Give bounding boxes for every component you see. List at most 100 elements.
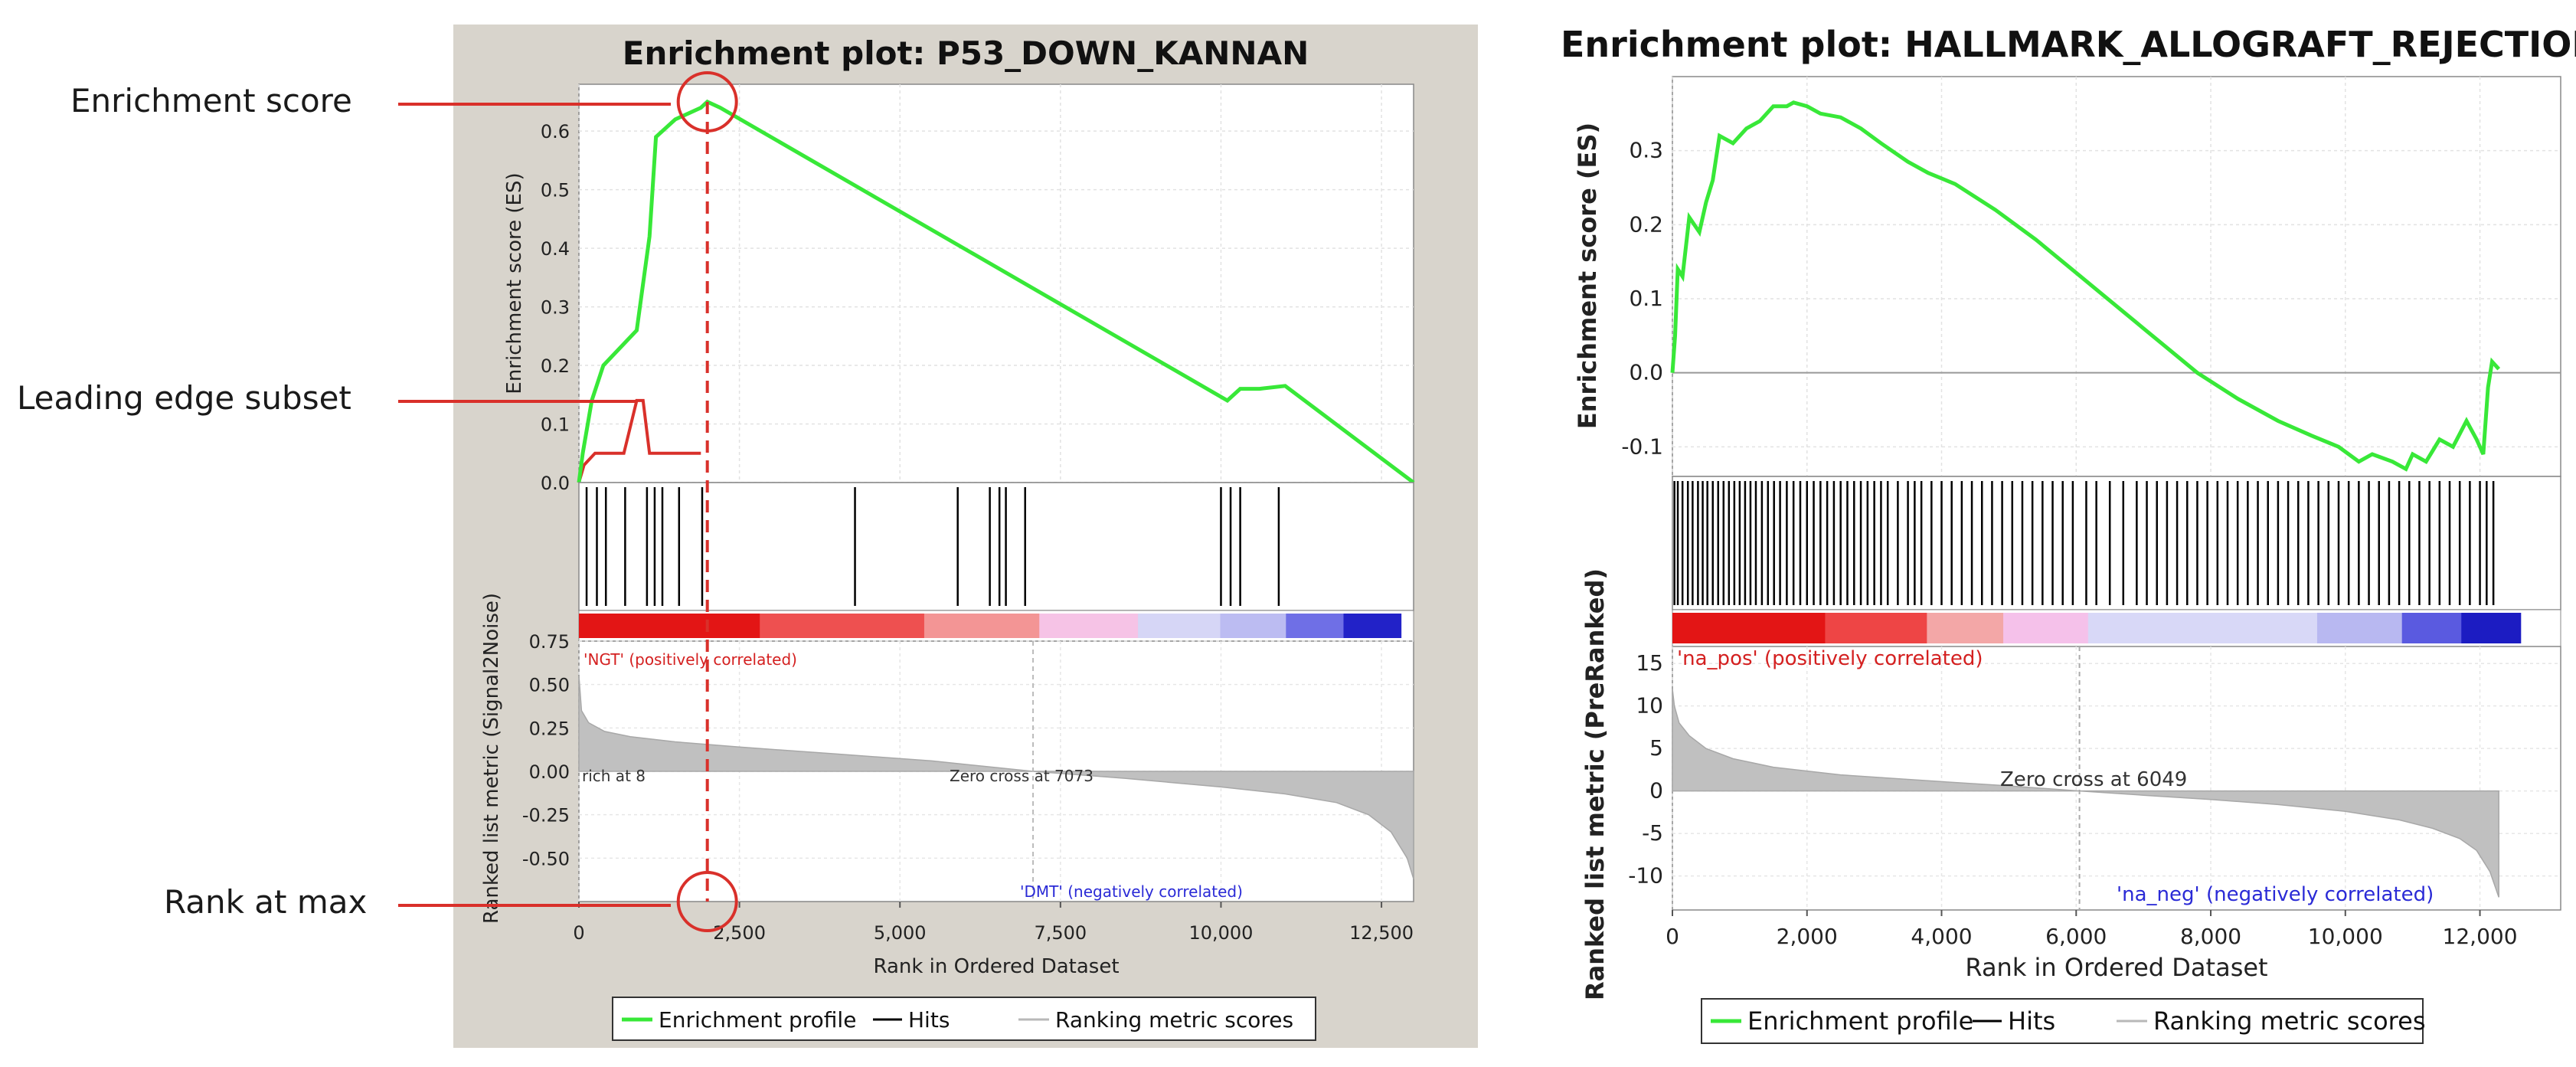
left-ranking-heatmap (578, 610, 1414, 642)
right-hits-area (1672, 476, 2561, 610)
left-positive-label: 'NGT' (positively correlated) (584, 650, 797, 669)
x-tick-label: 12,000 (2443, 924, 2518, 949)
right-legend-profile: Enrichment profile (1747, 1006, 1973, 1036)
heatmap-segment (1825, 613, 1927, 643)
metric-y-tick-label: -0.50 (522, 848, 570, 869)
x-tick-label: 5,000 (874, 922, 927, 944)
left-rank-note: rich at 8 (582, 767, 646, 785)
left-enrichment-profile-line (577, 99, 1415, 484)
heatmap-segment (1672, 613, 1826, 643)
left-x-axis-label: Rank in Ordered Dataset (873, 955, 1119, 978)
left-zero-cross-label: Zero cross at 7073 (950, 767, 1093, 785)
right-x-axis-label: Rank in Ordered Dataset (1965, 953, 2267, 982)
x-tick-label: 4,000 (1911, 924, 1972, 949)
metric-y-tick-label: 5 (1649, 735, 1663, 761)
es-y-tick-label: 0.3 (1629, 138, 1663, 163)
metric-y-tick-label: 0 (1649, 778, 1663, 804)
heatmap-segment (1138, 614, 1221, 638)
left-legend-hits: Hits (908, 1007, 950, 1033)
metric-y-tick-label: -0.25 (522, 805, 570, 826)
right-es-y-ticks: 0.3 0.2 0.1 0.0 -0.1 (1621, 138, 1663, 460)
heatmap-segment (1286, 614, 1344, 638)
left-hit-lines (585, 487, 1280, 606)
metric-y-tick-label: 0.25 (529, 718, 570, 739)
heatmap-segment (579, 614, 760, 638)
heatmap-segment (1343, 614, 1402, 638)
right-enrichment-profile-line (1670, 100, 2501, 472)
right-es-grid (1672, 77, 2561, 476)
right-ranking-metric-area (1672, 689, 2499, 898)
heatmap-segment (2316, 613, 2403, 643)
left-legend-profile: Enrichment profile (659, 1007, 856, 1033)
right-enrichment-panel: Enrichment plot: HALLMARK_ALLOGRAFT_REJE… (1545, 12, 2576, 1056)
annotation-enrichment-score: Enrichment score (70, 82, 352, 119)
heatmap-segment (2087, 613, 2318, 643)
es-y-tick-label: 0.2 (1629, 211, 1663, 237)
es-y-tick-label: 0.0 (1629, 360, 1663, 385)
es-y-tick-label: 0.1 (1629, 286, 1663, 311)
annotations: Enrichment score Leading edge subset Ran… (17, 70, 738, 932)
left-metric-y-ticks: 0.75 0.50 0.25 0.00 -0.25 -0.50 (522, 631, 570, 869)
es-y-tick-label: -0.1 (1621, 434, 1663, 459)
es-y-tick-label: 0.3 (541, 297, 570, 319)
x-tick-label: 8,000 (2180, 924, 2241, 949)
heatmap-segment (2461, 613, 2522, 643)
metric-y-tick-label: 0.75 (529, 631, 570, 653)
left-enrichment-panel: Enrichment plot: P53_DOWN_KANNAN 0.0 0.1 0… (453, 25, 1478, 1048)
metric-y-tick-label: 15 (1636, 650, 1663, 676)
left-leading-edge-line (577, 398, 701, 483)
right-es-y-axis-label: Enrichment score (ES) (1573, 123, 1602, 429)
annotation-rank-circle (676, 871, 738, 932)
x-tick-label: 7,500 (1034, 922, 1087, 944)
heatmap-segment (924, 614, 1040, 638)
left-legend-metric: Ranking metric scores (1055, 1007, 1293, 1033)
metric-y-tick-label: 0.00 (529, 761, 570, 783)
right-metric-y-axis-label: Ranked list metric (PreRanked) (1581, 568, 1610, 1000)
left-es-plot-area (578, 83, 1414, 483)
left-hits-area (578, 482, 1414, 611)
right-legend-hits: Hits (2008, 1006, 2055, 1036)
right-legend-metric: Ranking metric scores (2153, 1006, 2425, 1036)
es-y-tick-label: 0.1 (541, 414, 570, 436)
right-hit-lines (1673, 481, 2495, 605)
right-x-ticks: 0 2,000 4,000 6,000 8,000 10,000 12,000 (1666, 910, 2518, 949)
right-zero-cross-label: Zero cross at 6049 (2000, 768, 2187, 791)
metric-y-tick-label: -10 (1628, 863, 1663, 889)
left-es-y-ticks: 0.0 0.1 0.2 0.3 0.4 0.5 0.6 (541, 121, 570, 494)
heatmap-segment (1039, 614, 1139, 638)
left-negative-label: 'DMT' (negatively correlated) (1020, 882, 1243, 901)
left-metric-y-axis-label: Ranked list metric (Signal2Noise) (480, 593, 503, 924)
right-negative-label: 'na_neg' (negatively correlated) (2117, 883, 2434, 906)
left-legend: Enrichment profile Hits Ranking metric s… (612, 997, 1316, 1041)
annotation-rank-at-max: Rank at max (164, 883, 367, 921)
right-chart-title: Enrichment plot: HALLMARK_ALLOGRAFT_REJE… (1561, 24, 2576, 65)
x-tick-label: 10,000 (1188, 922, 1253, 944)
annotation-leading-edge: Leading edge subset (17, 379, 351, 417)
left-es-y-axis-label: Enrichment score (ES) (503, 172, 526, 394)
right-positive-label: 'na_pos' (positively correlated) (1677, 647, 1983, 670)
metric-y-tick-label: 0.50 (529, 675, 570, 696)
x-tick-label: 2,500 (713, 922, 766, 944)
heatmap-segment (1927, 613, 2004, 643)
x-tick-label: 10,000 (2308, 924, 2383, 949)
es-y-tick-label: 0.5 (541, 180, 570, 201)
metric-y-tick-label: 10 (1636, 693, 1663, 718)
x-tick-label: 0 (573, 922, 584, 944)
right-ranking-heatmap (1672, 609, 2561, 647)
heatmap-segment (2401, 613, 2462, 643)
heatmap-segment (1220, 614, 1286, 638)
es-y-tick-label: 0.4 (541, 238, 570, 260)
metric-y-tick-label: -5 (1642, 820, 1663, 846)
es-y-tick-label: 0.2 (541, 355, 570, 377)
x-tick-label: 2,000 (1777, 924, 1838, 949)
left-chart-title: Enrichment plot: P53_DOWN_KANNAN (623, 34, 1309, 72)
x-tick-label: 0 (1666, 924, 1679, 949)
right-legend: Enrichment profile Hits Ranking metric s… (1701, 998, 2425, 1044)
es-y-tick-label: 0.0 (541, 473, 570, 494)
right-es-plot-area (1672, 76, 2561, 477)
x-tick-label: 12,500 (1349, 922, 1414, 944)
right-metric-y-ticks: 15 10 5 0 -5 -10 (1628, 650, 1663, 888)
x-tick-label: 6,000 (2045, 924, 2107, 949)
heatmap-segment (760, 614, 925, 638)
